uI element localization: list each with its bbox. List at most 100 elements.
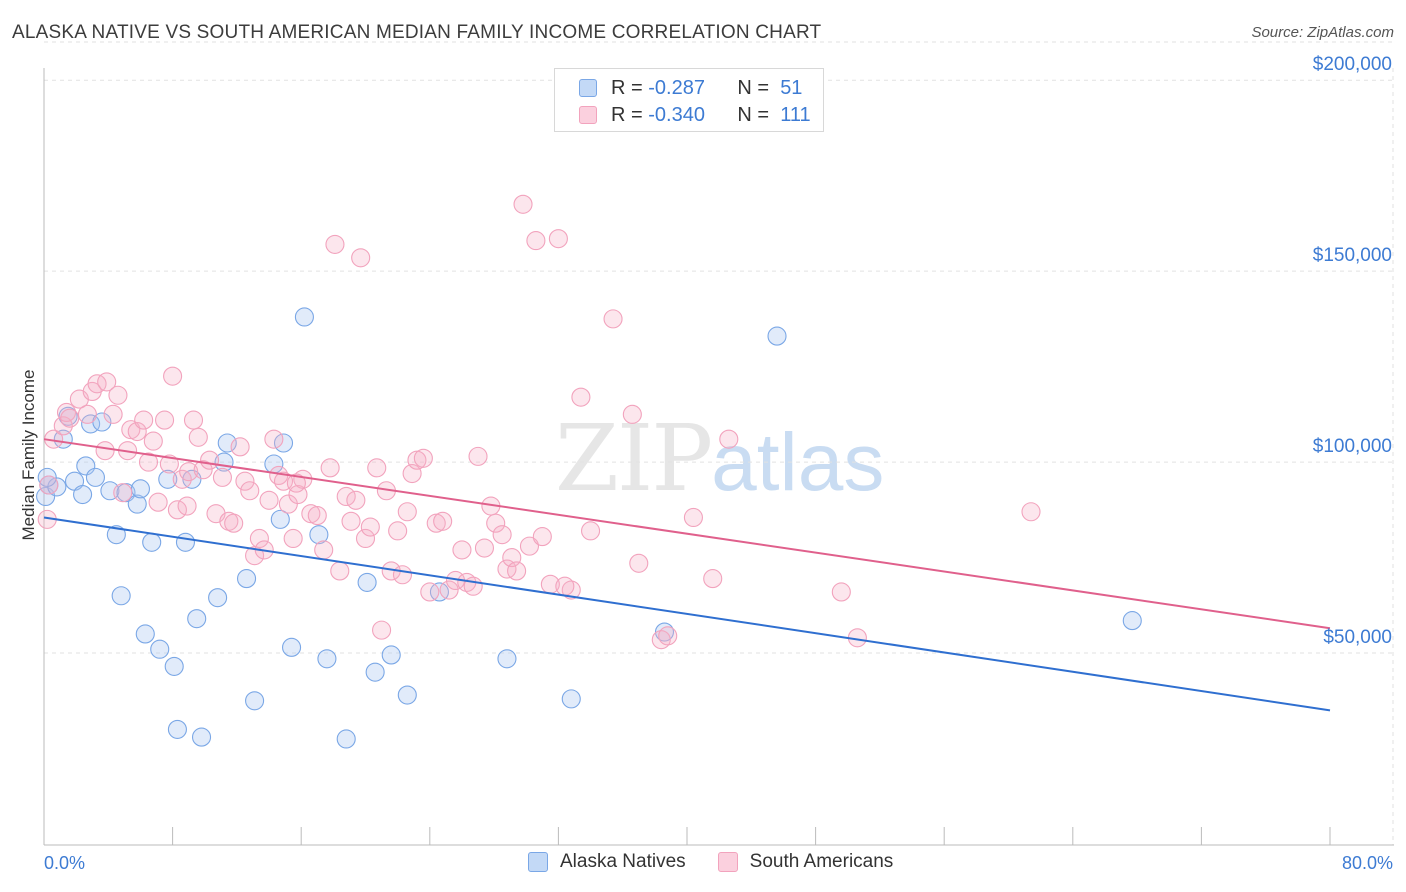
alaska-native-point (365, 662, 385, 682)
south-american-point (426, 513, 446, 533)
r-value: -0.340 (648, 103, 705, 126)
south-american-point (658, 626, 678, 646)
alaska-native-point (282, 637, 302, 657)
south-american-point (235, 471, 255, 491)
south-american-point (367, 458, 387, 478)
south-american-point (249, 528, 269, 549)
south-american-point (433, 511, 453, 531)
r-label: R = (611, 103, 643, 126)
correlation-legend: R = -0.287 N = 51 R = -0.340 N = 111 (554, 68, 824, 132)
south-american-point (230, 437, 250, 457)
south-american-point (372, 620, 392, 640)
south-american-point (39, 475, 59, 495)
legend-row-alaska: R = -0.287 N = 51 (579, 75, 802, 101)
x-tick-label: 0.0% (44, 853, 85, 873)
south-american-point (629, 553, 649, 573)
y-tick-label: $50,000 (1323, 627, 1392, 648)
south-american-point (703, 569, 723, 589)
south-american-point (193, 460, 213, 480)
south-american-point (360, 517, 380, 537)
south-american-point (60, 408, 80, 428)
south-american-point (127, 421, 147, 442)
alaska-native-point (175, 532, 196, 552)
south-american-point (177, 496, 197, 516)
south-american-point (320, 458, 340, 478)
alaska-native-point (317, 649, 337, 669)
south-american-point (603, 309, 623, 329)
south-american-point (330, 561, 350, 581)
alaska-native-point (270, 509, 290, 529)
y-tick-label: $100,000 (1313, 436, 1392, 457)
south-american-point (683, 507, 703, 528)
south-american-point (1021, 502, 1041, 522)
alaska-native-point (208, 588, 228, 608)
chart-title: ALASKA NATIVE VS SOUTH AMERICAN MEDIAN F… (12, 22, 822, 43)
alaska-native-point (164, 656, 184, 676)
alaska-native-point (654, 622, 675, 642)
south-american-point (355, 528, 376, 549)
south-american-point (519, 536, 540, 556)
south-american-point (532, 527, 552, 547)
south-american-point (143, 431, 163, 451)
south-american-point (351, 248, 371, 268)
alaska-native-point (561, 689, 581, 709)
south-american-point (159, 454, 179, 474)
alaska-native-point (497, 649, 517, 669)
alaska-native-point (111, 586, 131, 606)
south-american-point (719, 429, 739, 449)
south-american-point (240, 481, 260, 501)
alaska-native-point (142, 532, 162, 552)
south-american-point (341, 511, 361, 531)
south-american-point (392, 565, 413, 585)
south-american-point (492, 525, 512, 545)
alaska-native-point (187, 609, 207, 629)
south-american-point (138, 452, 159, 472)
alaska-native-trend-line (43, 516, 1331, 712)
alaska-native-point (273, 433, 294, 453)
alaska-native-point (381, 645, 401, 665)
alaska-native-point (294, 307, 314, 327)
legend-label: South Americans (749, 851, 894, 872)
y-tick-label: $150,000 (1313, 245, 1392, 266)
south-american-point (468, 446, 488, 466)
alaska-native-point (767, 326, 787, 346)
alaska-native-point (236, 569, 257, 589)
south-american-point (155, 410, 175, 430)
south-american-point (301, 504, 321, 524)
south-american-point (420, 582, 440, 602)
south-american-point (95, 441, 115, 461)
south-american-point (407, 450, 427, 470)
alaska-natives-swatch (528, 852, 548, 872)
alaska-native-point (182, 469, 202, 489)
data-points (36, 194, 1142, 749)
alaska-native-point (397, 685, 417, 705)
south-american-trend-line (43, 438, 1331, 630)
legend-label: Alaska Natives (560, 851, 686, 872)
legend-item-alaska-natives[interactable]: Alaska Natives (528, 851, 686, 873)
south-american-point (283, 528, 303, 549)
source-credit: Source: ZipAtlas.com (1251, 24, 1394, 41)
south-american-point (325, 234, 345, 254)
alaska-native-point (158, 469, 178, 489)
alaska-native-point (309, 525, 329, 545)
south-american-point (346, 490, 366, 510)
south-american-point (56, 402, 77, 422)
south-american-point (87, 374, 107, 394)
south-american-point (121, 420, 141, 440)
south-american-point (179, 462, 199, 482)
alaska-native-point (150, 639, 170, 659)
n-label: N = (737, 103, 770, 126)
south-american-point (97, 372, 117, 392)
south-american-point (264, 429, 284, 449)
south-american-point (413, 448, 433, 468)
south-american-point (307, 506, 327, 526)
south-american-point (103, 404, 123, 424)
y-tick-label: $200,000 (1313, 54, 1392, 75)
legend-item-south-americans[interactable]: South Americans (717, 851, 894, 873)
south-american-point (200, 450, 220, 470)
south-american-point (439, 580, 459, 600)
alaska-native-point (191, 727, 212, 747)
south-american-point (526, 231, 546, 251)
